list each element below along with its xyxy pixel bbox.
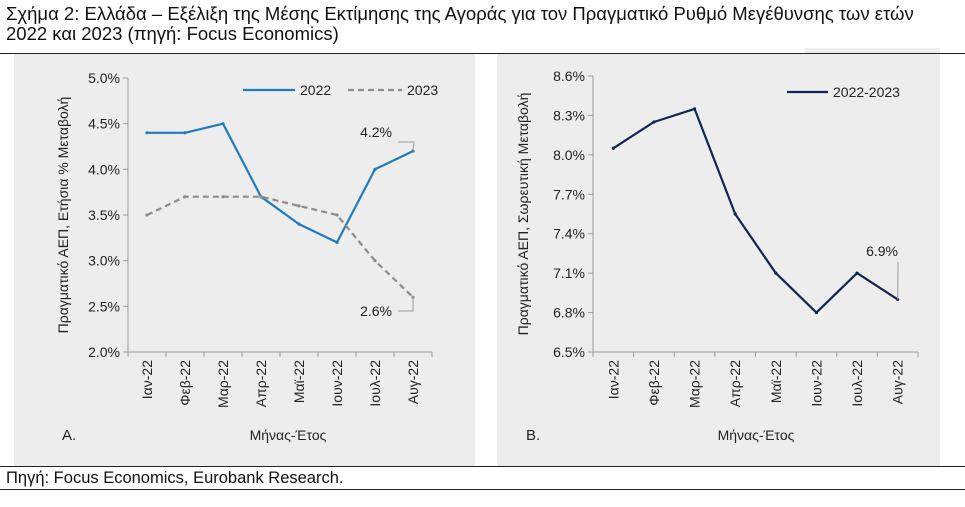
series-line-2022-2023 bbox=[612, 107, 899, 314]
x-tick-label: Μαϊ-22 bbox=[768, 360, 784, 403]
x-axis-title: Μήνας-Έτος bbox=[250, 427, 327, 443]
x-tick-label: Μαρ-22 bbox=[215, 360, 231, 408]
x-tick-label: Ιουλ-22 bbox=[367, 360, 383, 407]
data-point bbox=[145, 131, 149, 135]
data-point bbox=[183, 195, 187, 199]
source-bottom-rule bbox=[0, 489, 965, 490]
y-tick-label: 6.8% bbox=[553, 305, 585, 321]
y-tick-label: 5.0% bbox=[88, 70, 120, 86]
legend-entry: 2022-2023 bbox=[833, 84, 900, 100]
data-label: 2.6% bbox=[360, 303, 392, 319]
x-tick-label: Φεβ-22 bbox=[177, 360, 193, 406]
x-tick-label: Φεβ-22 bbox=[646, 360, 662, 406]
y-axis-title: Πραγματικό ΑΕΠ, Σωρευτική Μεταβολή bbox=[515, 93, 531, 336]
y-tick-label: 7.4% bbox=[553, 226, 585, 242]
y-tick-label: 3.0% bbox=[88, 253, 120, 269]
y-tick-label: 3.5% bbox=[88, 207, 120, 223]
x-tick-label: Απρ-22 bbox=[253, 360, 269, 407]
y-tick-label: 4.0% bbox=[88, 161, 120, 177]
y-tick-label: 8.3% bbox=[553, 107, 585, 123]
x-tick-label: Ιαν-22 bbox=[605, 360, 621, 399]
x-tick-label: Ιουν-22 bbox=[329, 360, 345, 407]
legend-entry: 2022 bbox=[300, 82, 331, 98]
data-point bbox=[373, 259, 377, 263]
panel-label: A. bbox=[62, 427, 76, 444]
title-rule bbox=[0, 53, 965, 54]
data-point bbox=[373, 167, 377, 171]
y-tick-label: 6.5% bbox=[553, 344, 585, 360]
data-point bbox=[335, 213, 339, 217]
x-tick-label: Αυγ-22 bbox=[405, 360, 421, 404]
chart-panel-b: 6.5% 6.8% 7.1% 7.4% 7.7% 8.0% 8.3% 8.6% Ιαν-22 Φε… bbox=[515, 68, 919, 444]
y-tick-label: 8.0% bbox=[553, 147, 585, 163]
data-point bbox=[259, 195, 263, 199]
y-tick-label: 2.5% bbox=[88, 298, 120, 314]
title-background bbox=[0, 0, 805, 53]
data-point bbox=[145, 213, 149, 217]
y-tick-label: 7.1% bbox=[553, 265, 585, 281]
legend-entry: 2023 bbox=[407, 82, 438, 98]
chart-panel-a: 2.0% 2.5% 3.0% 3.5% 4.0% 4.5% 5.0% Ιαν-22 Φεβ-22… bbox=[55, 70, 438, 444]
panel-b-background bbox=[497, 48, 940, 466]
data-point bbox=[652, 120, 656, 124]
y-tick-label: 2.0% bbox=[88, 344, 120, 360]
x-tick-label: Ιουλ-22 bbox=[849, 360, 865, 407]
panel-label: B. bbox=[526, 427, 540, 444]
x-tick-label: Μαρ-22 bbox=[687, 360, 703, 408]
data-point bbox=[774, 271, 778, 275]
figure-title: Σχήμα 2: Ελλάδα – Εξέλιξη της Μέσης Εκτί… bbox=[6, 3, 914, 44]
x-tick-label: Ιουν-22 bbox=[808, 360, 824, 407]
data-label: 4.2% bbox=[360, 124, 392, 140]
source-top-rule bbox=[0, 466, 965, 467]
label-leader-line bbox=[398, 141, 415, 152]
x-tick-label: Ιαν-22 bbox=[139, 360, 155, 399]
data-point bbox=[221, 122, 225, 126]
x-tick-label: Μαϊ-22 bbox=[291, 360, 307, 403]
data-point bbox=[855, 271, 859, 275]
data-point bbox=[335, 240, 339, 244]
series-line-2023 bbox=[146, 195, 414, 298]
data-point bbox=[692, 107, 697, 111]
data-point bbox=[733, 212, 737, 216]
data-point bbox=[814, 310, 819, 315]
data-point bbox=[183, 131, 187, 135]
x-tick-label: Απρ-22 bbox=[727, 360, 743, 407]
label-leader-line bbox=[398, 297, 414, 312]
y-axis-title: Πραγματικό ΑΕΠ, Ετήσια % Μεταβολή bbox=[55, 97, 71, 334]
x-axis-title: Μήνας-Έτος bbox=[718, 427, 795, 443]
data-point bbox=[297, 204, 301, 208]
data-point bbox=[221, 195, 225, 199]
y-tick-label: 8.6% bbox=[553, 68, 585, 84]
source-note: Πηγή: Focus Economics, Eurobank Research… bbox=[6, 469, 344, 487]
x-tick-label: Αυγ-22 bbox=[890, 360, 906, 404]
data-point bbox=[611, 146, 615, 150]
data-point bbox=[297, 222, 301, 226]
y-tick-label: 7.7% bbox=[553, 186, 585, 202]
panel-a-lower-background bbox=[14, 48, 475, 466]
series-line-2022 bbox=[147, 122, 414, 244]
data-label: 6.9% bbox=[866, 243, 898, 259]
y-tick-label: 4.5% bbox=[88, 116, 120, 132]
